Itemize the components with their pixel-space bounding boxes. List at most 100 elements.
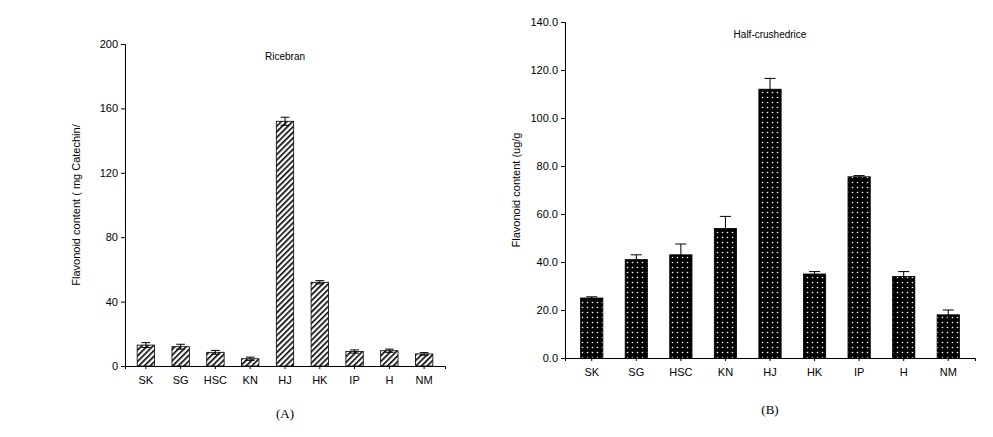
x-tick-label: KN [243,374,258,386]
x-tick: HSC [204,366,227,386]
x-tick-mark [145,366,146,369]
error-bar [675,244,686,266]
error-bar [720,216,731,240]
error-bar-stem [725,216,726,240]
bar [172,347,189,366]
error-bar-cap [675,265,686,266]
y-tick-label: 80 [106,231,118,243]
bar [670,255,692,358]
x-axis-line [566,359,976,362]
error-bar-cap [764,100,775,101]
error-bar-cap [350,349,359,350]
error-bar [586,297,597,299]
x-tick-label: HK [807,366,823,378]
y-axis-title: Flavonoid content (ug/g [510,133,522,248]
x-tick-mark [680,358,681,361]
error-bar [176,344,185,349]
error-bar-stem [215,350,216,354]
chart-title: Half-crushedrice [734,29,807,40]
y-tick: 0.0 [543,352,565,364]
x-tick-mark [948,358,949,361]
error-bar-cap [854,175,865,176]
error-bar-cap [420,355,429,356]
y-tick-label: 140.0 [530,16,558,28]
error-bar [943,310,954,320]
y-tick-mark [561,22,565,23]
x-tick-mark [285,366,286,369]
x-tick-mark [591,358,592,361]
error-bar-cap [943,319,954,320]
x-tick: HJ [278,366,291,386]
x-tick: SK [584,358,599,378]
error-bar-cap [943,310,954,311]
x-tick-label: SK [584,366,599,378]
error-bar-cap [631,254,642,255]
error-bar-cap [246,357,255,358]
error-bar-cap [211,354,220,355]
x-tick: IP [349,366,359,386]
x-tick: HSC [669,358,692,378]
x-tick-mark [319,366,320,369]
bar [937,315,959,358]
x-tick-label: H [900,366,908,378]
error-bar-cap [764,78,775,79]
x-tick-mark [814,358,815,361]
x-tick-label: HJ [763,366,776,378]
y-axis-line [121,45,126,367]
x-tick-mark [215,366,216,369]
error-bar-stem [636,255,637,265]
error-bar [211,350,220,354]
bar [759,89,781,358]
x-tick: NM [940,358,957,378]
error-bar-cap [586,299,597,300]
bar [581,298,603,358]
x-tick-mark [725,358,726,361]
x-tick-label: IP [349,374,359,386]
bar [803,274,825,358]
y-tick-label: 40 [106,296,118,308]
x-tick-mark [903,358,904,361]
bar [276,121,293,366]
error-bar-cap [385,352,394,353]
y-tick: 200 [100,38,125,50]
y-axis-line [561,23,566,359]
error-bar [246,357,255,360]
x-tick: SG [173,366,189,386]
x-axis: SKSGHSCKNHJHKIPHNM [566,358,976,378]
x-tick: HK [312,366,328,386]
y-tick: 100.0 [530,112,565,124]
error-bar [631,255,642,265]
x-tick-label: HSC [669,366,692,378]
x-tick-label: SK [139,374,154,386]
error-bar-cap [898,271,909,272]
plot-marks [581,78,960,358]
error-bar [854,176,865,178]
y-tick-label: 120 [100,167,118,179]
plot-marks [137,117,433,366]
x-tick: KN [718,358,733,378]
x-tick-mark [389,366,390,369]
error-bar-cap [142,347,151,348]
y-tick-label: 60.0 [537,208,558,220]
y-tick-label: 100.0 [530,112,558,124]
y-tick: 80 [106,231,125,243]
bar [381,351,398,366]
y-tick-mark [561,358,565,359]
y-tick-mark [561,262,565,263]
x-tick: HK [807,358,823,378]
figure: 04080120160200SKSGHSCKNHJHKIPHNMRicebran… [0,0,993,437]
y-tick: 0 [112,360,125,372]
chart-panel: 0.020.040.060.080.0100.0120.0140.0SKSGHS… [510,16,976,417]
error-bar-cap [809,271,820,272]
y-tick-label: 80.0 [537,160,558,172]
error-bar-stem [770,78,771,100]
y-tick-label: 0 [112,360,118,372]
error-bar-stem [903,272,904,282]
error-bar-stem [814,272,815,277]
x-tick: HJ [763,358,776,378]
error-bar-cap [281,125,290,126]
error-bar-cap [809,276,820,277]
bar [415,354,432,366]
x-tick-label: IP [854,366,864,378]
error-bar [420,353,429,356]
